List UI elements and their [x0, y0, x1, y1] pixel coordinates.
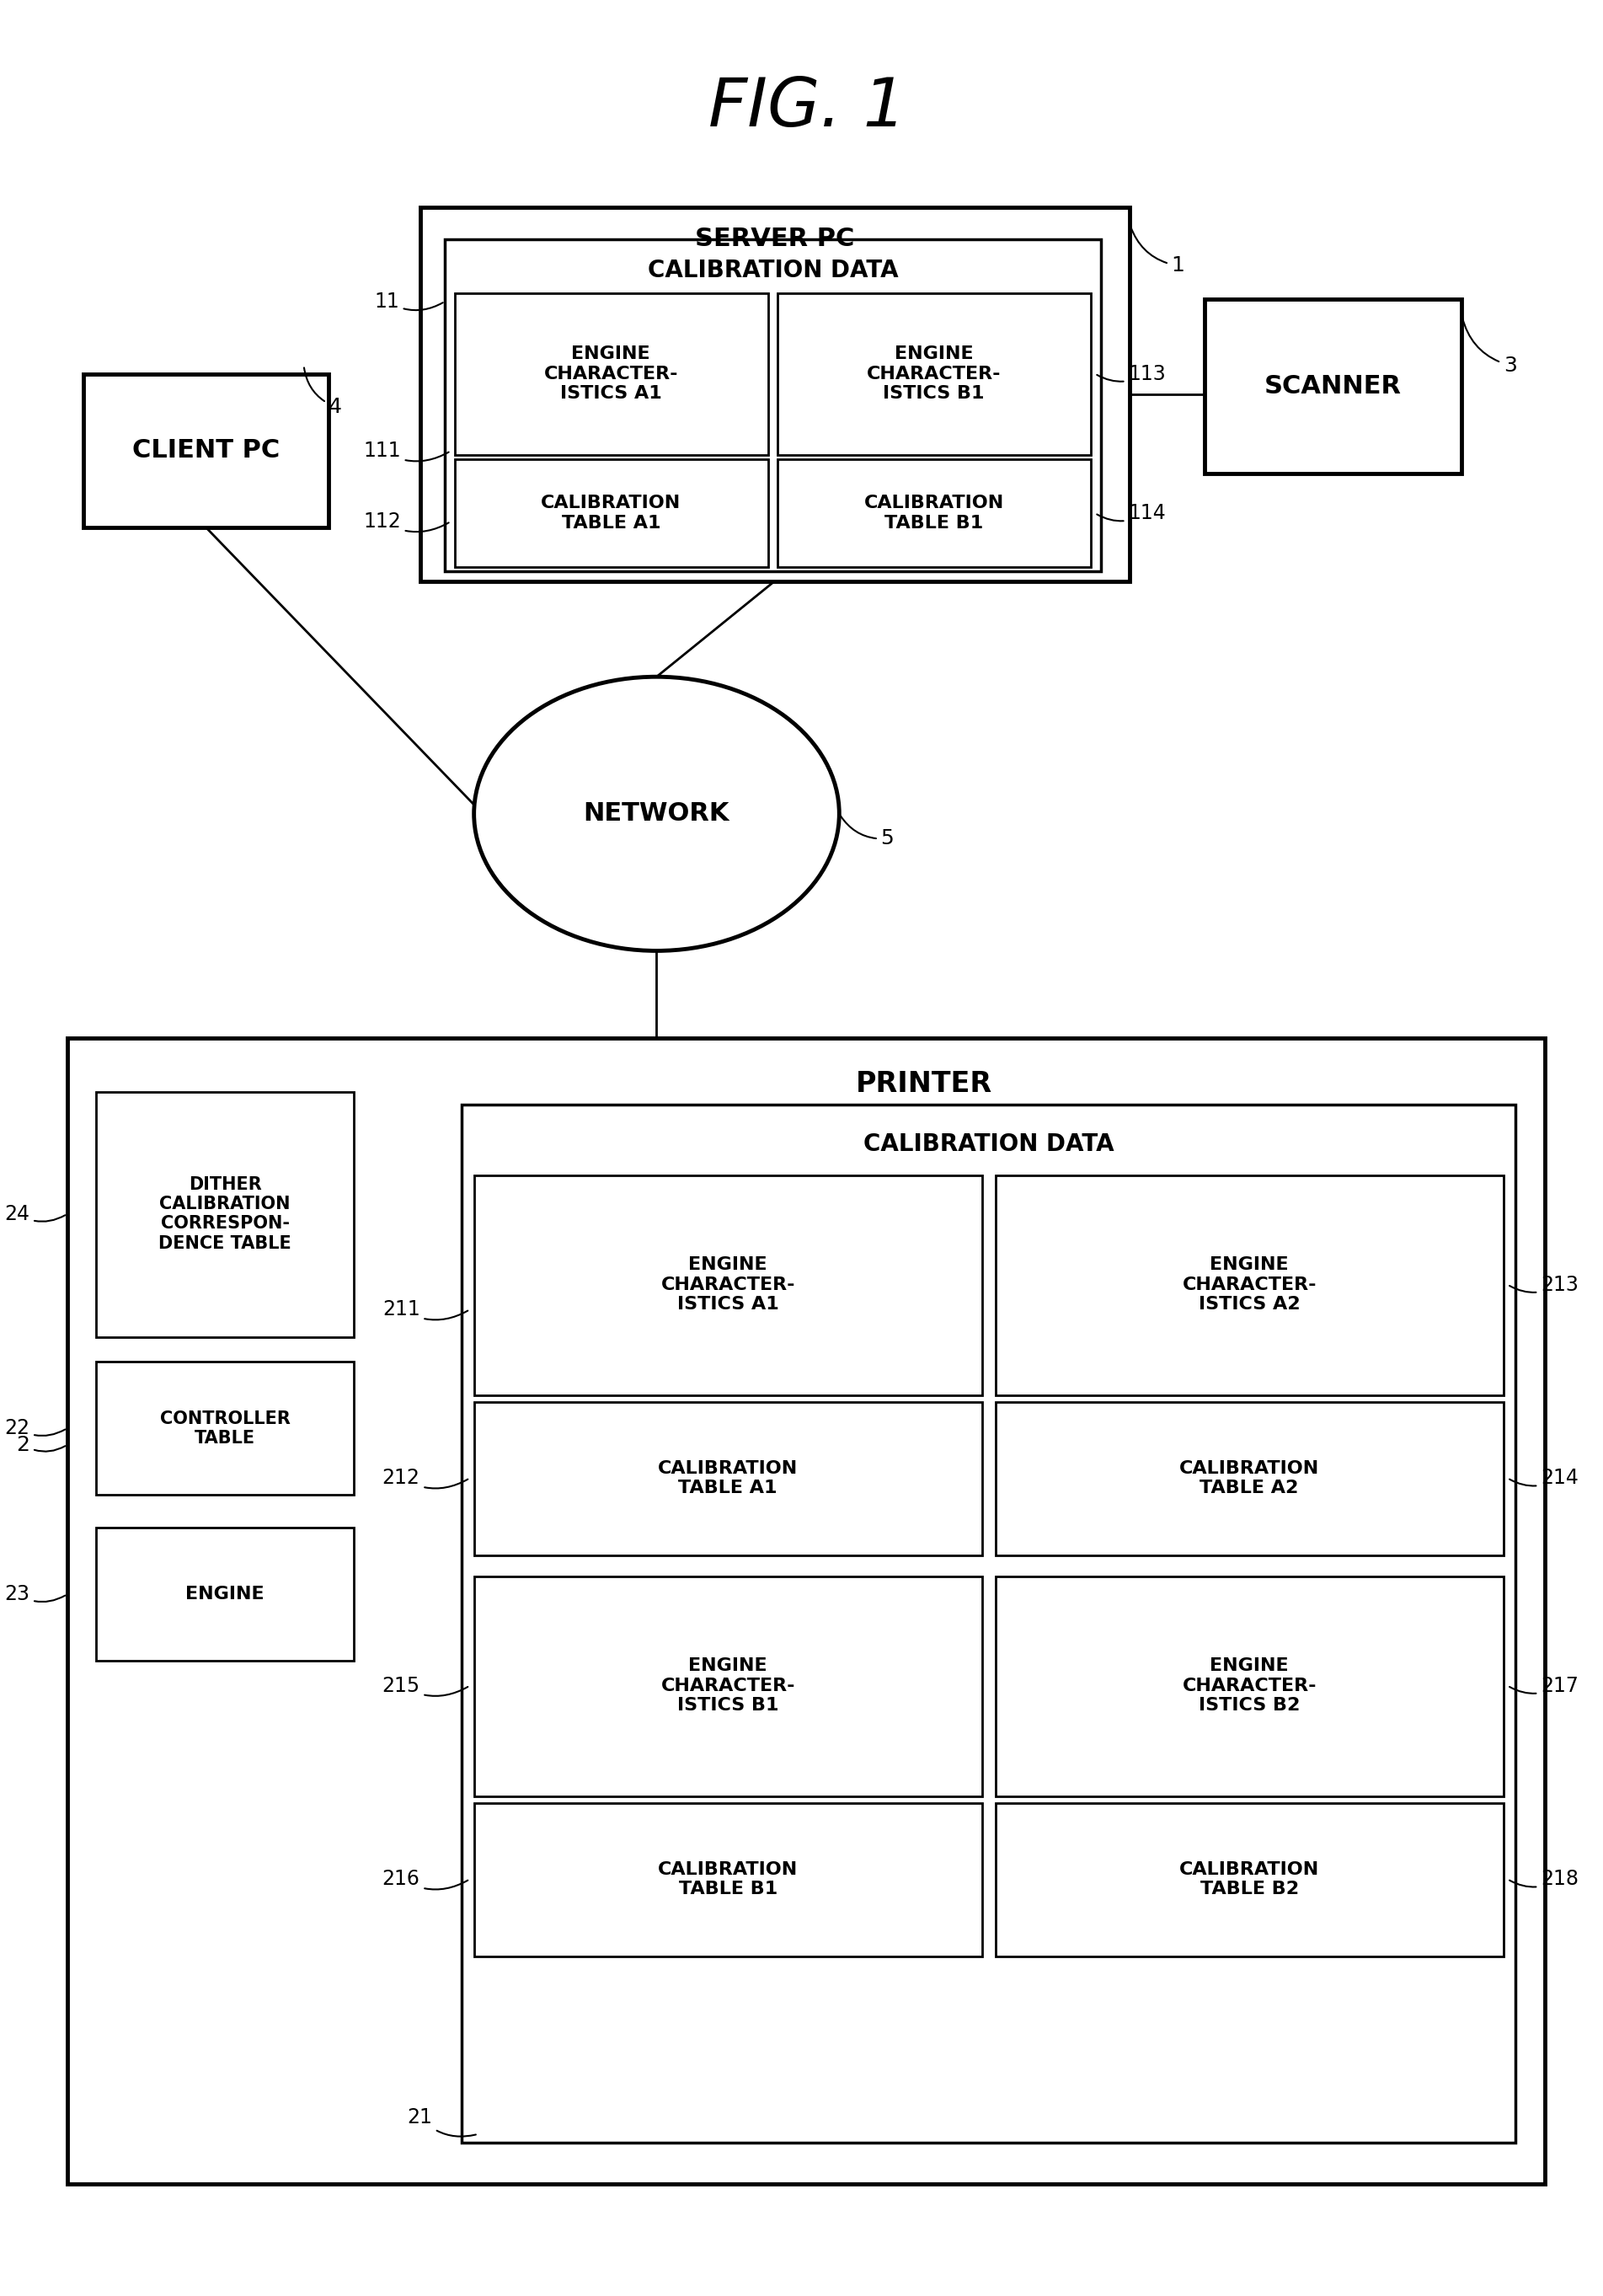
Text: SCANNER: SCANNER — [1265, 374, 1401, 400]
Text: 11: 11 — [373, 292, 442, 312]
Text: NETWORK: NETWORK — [583, 801, 729, 827]
Text: CALIBRATION
TABLE A2: CALIBRATION TABLE A2 — [1180, 1460, 1319, 1497]
Bar — [96, 1362, 354, 1495]
Bar — [474, 1401, 983, 1554]
Text: 5: 5 — [840, 815, 894, 850]
Text: ENGINE
CHARACTER-
ISTICS A1: ENGINE CHARACTER- ISTICS A1 — [543, 347, 678, 402]
Text: SERVER PC: SERVER PC — [694, 227, 854, 250]
Text: CLIENT PC: CLIENT PC — [131, 439, 279, 461]
Text: 215: 215 — [382, 1676, 468, 1697]
Text: 211: 211 — [382, 1300, 468, 1320]
Text: CALIBRATION DATA: CALIBRATION DATA — [864, 1132, 1114, 1157]
Text: 3: 3 — [1462, 317, 1516, 377]
Bar — [474, 1575, 983, 1795]
Bar — [96, 1527, 354, 1660]
Text: FIG. 1: FIG. 1 — [709, 76, 907, 140]
Bar — [995, 1802, 1504, 1956]
Bar — [995, 1176, 1504, 1396]
Text: 216: 216 — [382, 1869, 468, 1890]
Text: 23: 23 — [5, 1584, 66, 1605]
Text: CONTROLLER
TABLE: CONTROLLER TABLE — [160, 1410, 290, 1446]
Bar — [995, 1401, 1504, 1554]
Text: ENGINE
CHARACTER-
ISTICS B1: ENGINE CHARACTER- ISTICS B1 — [867, 347, 1000, 402]
Text: 214: 214 — [1510, 1467, 1579, 1488]
Text: 218: 218 — [1510, 1869, 1579, 1890]
Bar — [474, 1176, 983, 1396]
Text: ENGINE
CHARACTER-
ISTICS B2: ENGINE CHARACTER- ISTICS B2 — [1181, 1658, 1316, 1713]
Text: 2: 2 — [16, 1435, 66, 1456]
Bar — [420, 207, 1130, 581]
Bar — [83, 374, 329, 528]
Text: 112: 112 — [364, 512, 449, 533]
Bar — [67, 1038, 1545, 2183]
Text: CALIBRATION
TABLE B1: CALIBRATION TABLE B1 — [864, 496, 1003, 530]
Text: ENGINE
CHARACTER-
ISTICS B1: ENGINE CHARACTER- ISTICS B1 — [660, 1658, 795, 1713]
Text: 113: 113 — [1096, 363, 1165, 383]
Bar — [777, 294, 1090, 455]
Bar — [96, 1093, 354, 1336]
Bar — [474, 1802, 983, 1956]
Text: CALIBRATION
TABLE A1: CALIBRATION TABLE A1 — [657, 1460, 798, 1497]
Text: CALIBRATION
TABLE A1: CALIBRATION TABLE A1 — [540, 496, 681, 530]
Ellipse shape — [474, 677, 840, 951]
Text: 217: 217 — [1510, 1676, 1579, 1697]
Text: DITHER
CALIBRATION
CORRESPON-
DENCE TABLE: DITHER CALIBRATION CORRESPON- DENCE TABL… — [159, 1176, 292, 1251]
Bar — [455, 294, 768, 455]
Text: ENGINE: ENGINE — [186, 1587, 264, 1603]
Text: 21: 21 — [407, 2108, 476, 2138]
Bar — [1204, 298, 1462, 473]
Text: ENGINE
CHARACTER-
ISTICS A1: ENGINE CHARACTER- ISTICS A1 — [660, 1256, 795, 1313]
Text: ENGINE
CHARACTER-
ISTICS A2: ENGINE CHARACTER- ISTICS A2 — [1181, 1256, 1316, 1313]
Text: 212: 212 — [382, 1467, 468, 1488]
Text: 22: 22 — [5, 1419, 66, 1437]
Text: 24: 24 — [5, 1203, 66, 1224]
Text: CALIBRATION
TABLE B2: CALIBRATION TABLE B2 — [1180, 1862, 1319, 1896]
Text: 114: 114 — [1096, 503, 1165, 523]
Bar — [455, 459, 768, 567]
Bar — [777, 459, 1090, 567]
Text: 1: 1 — [1130, 227, 1185, 276]
Bar — [995, 1575, 1504, 1795]
Text: 213: 213 — [1510, 1274, 1579, 1295]
Bar — [446, 239, 1101, 572]
Text: CALIBRATION DATA: CALIBRATION DATA — [648, 259, 898, 282]
Text: 4: 4 — [305, 367, 341, 418]
Bar — [462, 1104, 1516, 2142]
Text: 111: 111 — [364, 441, 449, 461]
Text: PRINTER: PRINTER — [856, 1070, 992, 1097]
Text: CALIBRATION
TABLE B1: CALIBRATION TABLE B1 — [657, 1862, 798, 1896]
